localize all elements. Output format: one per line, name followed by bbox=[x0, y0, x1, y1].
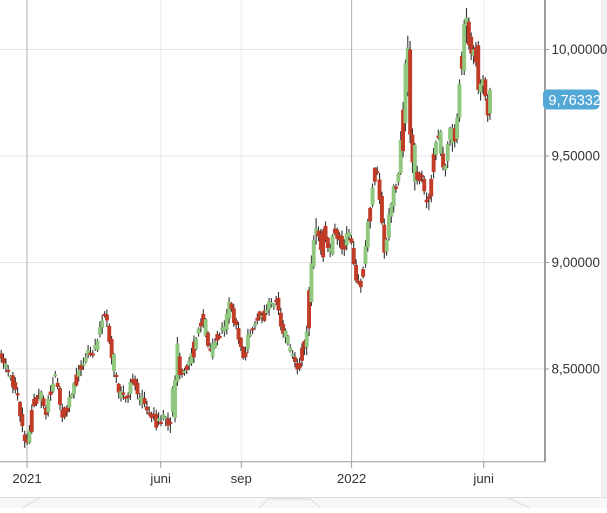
svg-text:8,50000: 8,50000 bbox=[552, 362, 600, 377]
svg-text:2022: 2022 bbox=[337, 471, 366, 486]
svg-text:2021: 2021 bbox=[12, 471, 41, 486]
svg-text:juni: juni bbox=[149, 471, 171, 486]
svg-text:juni: juni bbox=[472, 471, 494, 486]
svg-text:9,76332: 9,76332 bbox=[549, 93, 601, 109]
svg-text:sep: sep bbox=[231, 471, 252, 486]
svg-text:10,00000: 10,00000 bbox=[552, 42, 607, 57]
svg-text:9,00000: 9,00000 bbox=[552, 255, 600, 270]
svg-text:9,50000: 9,50000 bbox=[552, 149, 600, 164]
